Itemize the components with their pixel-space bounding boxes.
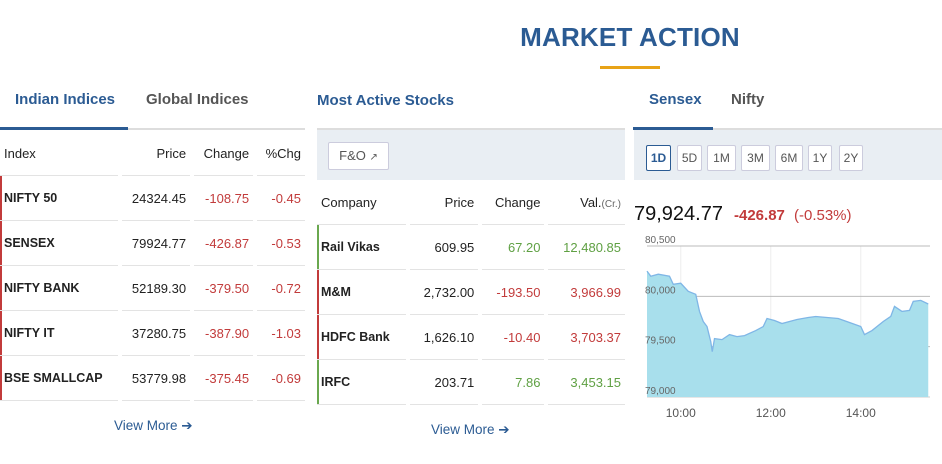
- stock-row[interactable]: IRFC 203.71 7.86 3,453.15: [317, 360, 625, 405]
- y-tick-label: 79,500: [645, 336, 676, 347]
- stock-name: Rail Vikas: [317, 225, 407, 270]
- index-change: -426.87: [194, 221, 254, 266]
- stock-row[interactable]: M&M 2,732.00 -193.50 3,966.99: [317, 270, 625, 315]
- y-tick-label: 79,000: [645, 386, 676, 397]
- tab-underline: [633, 127, 942, 130]
- page-title: MARKET ACTION: [520, 22, 740, 52]
- tab-underline: [0, 127, 305, 130]
- index-price: 53779.98: [121, 356, 191, 401]
- price-line: [646, 270, 929, 352]
- index-price: 24324.45: [121, 176, 191, 221]
- col-index: Index: [0, 131, 118, 176]
- index-pct: -1.03: [257, 311, 305, 356]
- most-active-title: Most Active Stocks: [317, 92, 454, 109]
- stock-change: 7.86: [482, 360, 545, 405]
- external-link-icon: ↗: [369, 152, 378, 163]
- x-tick-label: 12:00: [756, 406, 786, 420]
- indices-table: Index Price Change %Chg NIFTY 50 24324.45 -10…: [0, 131, 309, 401]
- index-name: NIFTY IT: [0, 311, 118, 356]
- index-pct: -0.45: [257, 176, 305, 221]
- index-row[interactable]: NIFTY 50 24324.45 -108.75 -0.45: [0, 176, 305, 221]
- index-row[interactable]: NIFTY IT 37280.75 -387.90 -1.03: [0, 311, 305, 356]
- stock-name: M&M: [317, 270, 407, 315]
- range-button-6m[interactable]: 6M: [775, 145, 803, 171]
- x-tick-label: 14:00: [846, 406, 876, 420]
- index-row[interactable]: BSE SMALLCAP 53779.98 -375.45 -0.69: [0, 356, 305, 401]
- col-pct: %Chg: [257, 131, 305, 176]
- range-button-1d[interactable]: 1D: [646, 145, 671, 171]
- index-row[interactable]: SENSEX 79924.77 -426.87 -0.53: [0, 221, 305, 266]
- stock-price: 1,626.10: [410, 315, 479, 360]
- col-price: Price: [121, 131, 191, 176]
- index-price: 52189.30: [121, 266, 191, 311]
- stock-change: -10.40: [482, 315, 545, 360]
- stock-change: -193.50: [482, 270, 545, 315]
- index-change: -379.50: [194, 266, 254, 311]
- range-button-5d[interactable]: 5D: [677, 145, 702, 171]
- index-change: -375.45: [194, 356, 254, 401]
- stock-value: 3,453.15: [548, 360, 625, 405]
- indices-view-more-link[interactable]: View More ➔: [114, 418, 193, 433]
- fno-button[interactable]: F&O ↗: [328, 142, 389, 170]
- index-price: 37280.75: [121, 311, 191, 356]
- index-pct: -0.69: [257, 356, 305, 401]
- y-tick-label: 80,500: [645, 235, 676, 246]
- stocks-view-more-link[interactable]: View More ➔: [431, 422, 510, 437]
- y-tick-label: 80,000: [645, 285, 676, 296]
- stock-value: 3,703.37: [548, 315, 625, 360]
- sensex-price: 79,924.77: [634, 203, 723, 225]
- val-label: Val.: [580, 194, 602, 210]
- filter-bar: F&O ↗: [317, 130, 625, 180]
- val-unit: (Cr.): [601, 198, 621, 210]
- index-name: NIFTY BANK: [0, 266, 118, 311]
- range-button-1m[interactable]: 1M: [707, 145, 736, 171]
- sensex-pct: (-0.53%): [794, 207, 852, 224]
- col-change: Change: [482, 180, 545, 225]
- divider: [317, 128, 625, 130]
- sensex-change: -426.87: [734, 207, 785, 224]
- stock-name: IRFC: [317, 360, 407, 405]
- stock-row[interactable]: HDFC Bank 1,626.10 -10.40 3,703.37: [317, 315, 625, 360]
- area-fill: [647, 271, 929, 397]
- col-change: Change: [194, 131, 254, 176]
- index-name: NIFTY 50: [0, 176, 118, 221]
- stock-value: 12,480.85: [548, 225, 625, 270]
- col-val: Val.(Cr.): [548, 180, 625, 225]
- stock-price: 2,732.00: [410, 270, 479, 315]
- sensex-intraday-chart: 80,500 80,000 79,500 79,000 10:00 12:00 14:00: [645, 235, 930, 420]
- index-pct: -0.53: [257, 221, 305, 266]
- fno-label: F&O: [339, 148, 366, 163]
- index-change: -108.75: [194, 176, 254, 221]
- index-name: SENSEX: [0, 221, 118, 266]
- index-pct: -0.72: [257, 266, 305, 311]
- stock-change: 67.20: [482, 225, 545, 270]
- stock-name: HDFC Bank: [317, 315, 407, 360]
- tab-global-indices[interactable]: Global Indices: [146, 91, 249, 108]
- col-company: Company: [317, 180, 407, 225]
- col-price: Price: [410, 180, 479, 225]
- stocks-table: Company Price Change Val.(Cr.) Rail Vikas 60…: [313, 180, 629, 405]
- tab-sensex[interactable]: Sensex: [649, 91, 702, 108]
- range-button-3m[interactable]: 3M: [741, 145, 770, 171]
- stock-price: 609.95: [410, 225, 479, 270]
- index-price: 79924.77: [121, 221, 191, 266]
- index-change: -387.90: [194, 311, 254, 356]
- stock-row[interactable]: Rail Vikas 609.95 67.20 12,480.85: [317, 225, 625, 270]
- range-bar: 1D 5D 1M 3M 6M 1Y 2Y: [634, 130, 942, 180]
- index-row[interactable]: NIFTY BANK 52189.30 -379.50 -0.72: [0, 266, 305, 311]
- x-tick-label: 10:00: [666, 406, 696, 420]
- range-button-2y[interactable]: 2Y: [839, 145, 863, 171]
- title-underline: [600, 66, 660, 69]
- tab-nifty[interactable]: Nifty: [731, 91, 765, 108]
- stock-value: 3,966.99: [548, 270, 625, 315]
- range-button-1y[interactable]: 1Y: [808, 145, 832, 171]
- stock-price: 203.71: [410, 360, 479, 405]
- index-name: BSE SMALLCAP: [0, 356, 118, 401]
- tab-indian-indices[interactable]: Indian Indices: [15, 91, 116, 108]
